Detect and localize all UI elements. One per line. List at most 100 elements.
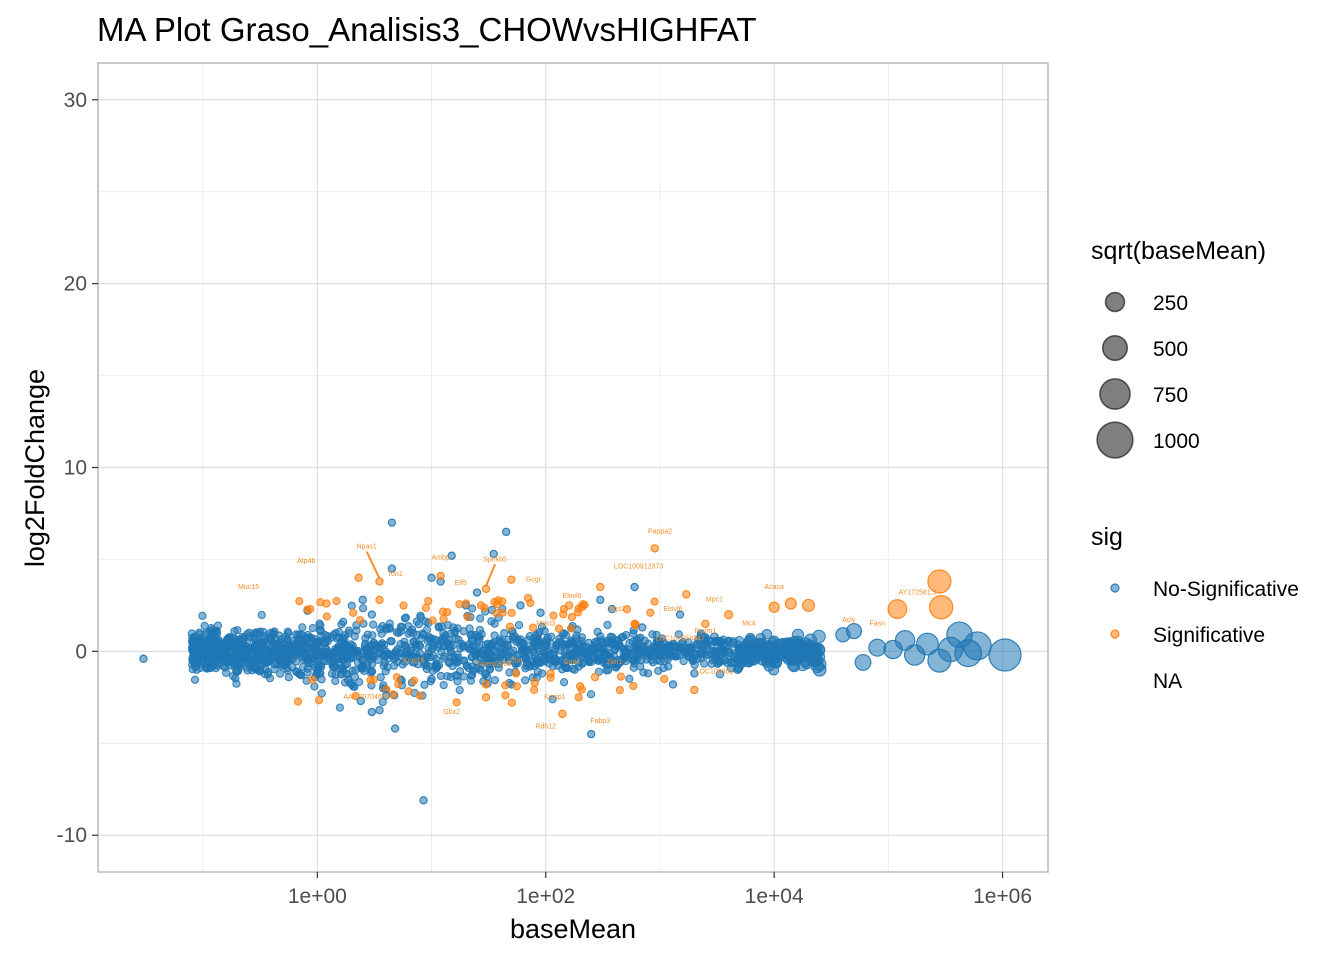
- data-point: [332, 646, 342, 655]
- data-point: [547, 639, 556, 648]
- data-point: [456, 644, 465, 653]
- data-point: [618, 654, 628, 663]
- data-point: [416, 611, 425, 620]
- data-point: [468, 670, 477, 679]
- data-point: [310, 682, 319, 691]
- data-point: [467, 630, 476, 639]
- gene-label: LOC100362: [696, 668, 734, 675]
- data-point: [369, 620, 378, 629]
- data-point: [665, 646, 674, 655]
- non-significant-point: [472, 588, 482, 597]
- data-point-significant: [439, 614, 448, 624]
- data-point: [523, 645, 532, 655]
- color-legend-title: sig: [1091, 523, 1123, 551]
- data-point: [516, 635, 525, 644]
- y-tick-label: 20: [64, 273, 87, 296]
- point-cloud: [187, 596, 827, 712]
- gene-label: Elovl6: [663, 606, 682, 613]
- data-point: [422, 625, 432, 634]
- data-point: [189, 648, 199, 657]
- data-point: [490, 619, 499, 628]
- non-significant-point: [916, 632, 939, 656]
- data-point: [526, 661, 535, 670]
- significant-point: [575, 682, 585, 691]
- data-point: [245, 659, 254, 669]
- data-point-significant: [507, 608, 516, 617]
- significant-point: [682, 590, 691, 599]
- data-point: [347, 601, 356, 610]
- data-point-significant: [629, 681, 638, 691]
- data-point: [401, 613, 410, 622]
- data-point: [378, 697, 387, 707]
- data-point: [468, 662, 477, 671]
- data-point-significant: [394, 680, 403, 689]
- non-significant-point: [501, 527, 511, 537]
- non-significant-point: [854, 653, 872, 671]
- data-point: [308, 624, 317, 633]
- gene-label: Acaca: [764, 584, 784, 591]
- data-point-significant: [349, 608, 358, 617]
- gene-label: AABR07046007: [343, 694, 393, 701]
- data-point-significant: [660, 674, 669, 684]
- data-point: [200, 621, 209, 630]
- data-point-significant: [463, 612, 472, 622]
- data-point: [252, 646, 262, 655]
- data-point: [298, 623, 307, 632]
- significant-point: [523, 593, 533, 603]
- data-point: [476, 614, 485, 623]
- size-legend: sqrt(baseMean) 250 500 750 1000: [1091, 237, 1266, 459]
- gene-label: Mpc1: [706, 597, 723, 604]
- gene-label: Zim1: [607, 659, 623, 666]
- non-significant-point: [710, 632, 719, 641]
- data-point-significant: [351, 691, 360, 701]
- data-point: [284, 673, 293, 682]
- data-point-significant: [650, 597, 659, 606]
- data-point: [261, 658, 270, 668]
- data-point: [654, 666, 663, 675]
- data-point: [322, 656, 331, 666]
- non-significant-point: [381, 691, 391, 700]
- data-point: [651, 645, 660, 654]
- data-point: [617, 633, 626, 642]
- significant-point: [546, 669, 555, 678]
- color-legend-label: No-Significative: [1153, 578, 1299, 601]
- significant-point: [375, 577, 384, 586]
- data-point: [593, 627, 602, 637]
- data-point: [480, 646, 489, 655]
- color-legend: sig No-Significative Significative NA: [1091, 523, 1299, 693]
- data-point: [688, 654, 698, 663]
- data-point: [713, 659, 722, 668]
- significant-point: [322, 599, 331, 608]
- y-tick-label: 0: [75, 640, 87, 663]
- data-point: [409, 628, 418, 638]
- data-point: [521, 676, 530, 685]
- size-legend-label: 500: [1153, 338, 1188, 361]
- gene-label: Cbs: [510, 657, 523, 664]
- non-significant-point: [743, 635, 754, 646]
- data-point: [310, 635, 319, 644]
- data-point: [784, 647, 797, 660]
- x-tick-label: 1e+06: [973, 885, 1032, 908]
- color-legend-key: [1110, 629, 1120, 639]
- non-significant-point: [690, 669, 699, 678]
- gene-label: Elovl6: [563, 593, 582, 600]
- data-point: [339, 617, 348, 626]
- significant-point: [461, 599, 471, 608]
- gene-label-leader: [365, 550, 381, 579]
- data-point: [357, 663, 366, 672]
- data-point: [366, 668, 375, 677]
- gene-label: Ton1: [388, 571, 403, 578]
- gene-label-leader: [485, 563, 497, 587]
- data-point: [551, 645, 560, 654]
- data-point-significant: [646, 608, 655, 617]
- data-point-significant: [438, 607, 447, 616]
- data-point: [674, 630, 683, 639]
- data-point: [715, 669, 725, 679]
- gene-label: Gbx2: [443, 709, 460, 716]
- data-point: [656, 656, 665, 666]
- non-significant-point: [988, 638, 1022, 672]
- non-significant-point: [347, 680, 356, 689]
- data-point: [720, 654, 729, 664]
- gene-label: LOC102556347: [655, 635, 705, 642]
- data-point: [572, 631, 581, 640]
